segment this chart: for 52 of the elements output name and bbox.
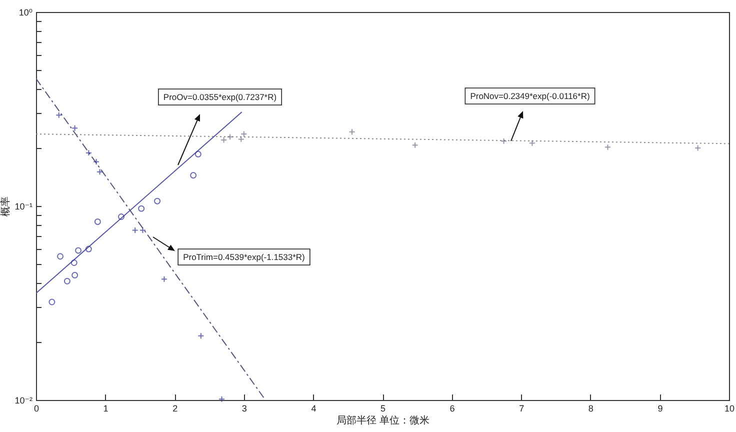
point bbox=[72, 272, 78, 278]
point bbox=[198, 332, 204, 340]
point bbox=[96, 168, 103, 176]
point bbox=[132, 227, 138, 234]
point bbox=[85, 150, 92, 156]
point bbox=[70, 260, 78, 266]
y-tick-label: 10⁻² bbox=[14, 396, 32, 406]
point bbox=[194, 150, 202, 158]
point bbox=[694, 144, 702, 152]
point bbox=[226, 134, 234, 140]
x-tick-label: 7 bbox=[519, 404, 524, 414]
point bbox=[500, 138, 508, 144]
point bbox=[94, 218, 101, 225]
y-tick-label: 10⁰ bbox=[18, 8, 33, 18]
y-axis-title: 概率 bbox=[0, 196, 12, 216]
annotation: ProTrim=0.4539*exp(-1.1533*R) bbox=[183, 252, 306, 262]
point bbox=[604, 144, 611, 150]
x-axis-title: 局部半径 单位：微米 bbox=[336, 414, 430, 426]
point bbox=[528, 140, 536, 146]
x-tick-label: 5 bbox=[380, 404, 386, 414]
x-tick-label: 1 bbox=[103, 404, 108, 414]
point bbox=[218, 396, 225, 402]
x-tick-label: 6 bbox=[450, 404, 455, 414]
x-tick-label: 9 bbox=[658, 404, 663, 414]
point bbox=[238, 136, 244, 142]
x-tick-label: 8 bbox=[588, 404, 594, 414]
point bbox=[154, 198, 161, 204]
point bbox=[118, 214, 124, 220]
annotation: ProOv=0.0355*exp(0.7237*R) bbox=[163, 92, 277, 102]
point bbox=[72, 124, 78, 132]
point bbox=[412, 142, 418, 148]
point bbox=[85, 246, 92, 252]
point bbox=[57, 253, 64, 260]
point bbox=[93, 158, 100, 166]
point bbox=[220, 136, 228, 144]
x-tick-label: 2 bbox=[172, 404, 178, 414]
point bbox=[139, 227, 146, 234]
point bbox=[240, 130, 248, 138]
point bbox=[75, 247, 82, 254]
point bbox=[138, 205, 145, 212]
point bbox=[56, 112, 62, 118]
x-tick-label: 3 bbox=[242, 404, 247, 414]
point bbox=[48, 298, 56, 306]
annotation: ProNov=0.2349*exp(-0.0116*R) bbox=[470, 91, 590, 101]
point bbox=[190, 172, 197, 179]
x-tick-label: 0 bbox=[34, 404, 40, 414]
point bbox=[160, 276, 168, 282]
point bbox=[348, 128, 356, 136]
point bbox=[64, 278, 70, 284]
x-tick-label: 10 bbox=[724, 404, 735, 414]
y-tick-label: 10⁻¹ bbox=[14, 202, 32, 212]
x-tick-label: 4 bbox=[311, 404, 316, 414]
